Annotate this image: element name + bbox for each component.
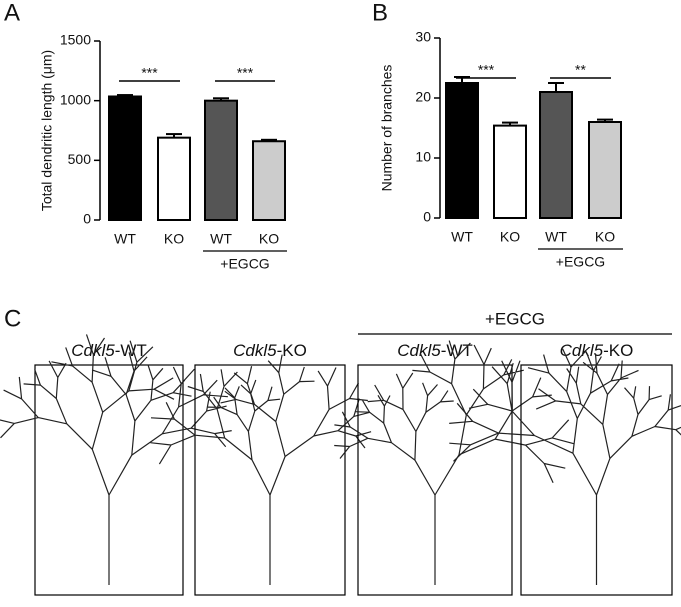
panel-letter: B — [372, 0, 388, 26]
gene-name: Cdkl5 — [397, 341, 441, 360]
group-label: +EGCG — [556, 254, 605, 270]
x-tick-label: WT — [545, 229, 567, 245]
x-tick-label: KO — [595, 229, 615, 245]
gene-name: Cdkl5 — [71, 341, 115, 360]
neuron-frame — [34, 364, 184, 596]
x-tick-label: KO — [164, 231, 184, 247]
bar — [588, 121, 622, 219]
bar — [493, 124, 527, 219]
x-tick-label: WT — [451, 229, 473, 245]
genotype: -WT — [441, 341, 473, 360]
neuron-tracing — [449, 348, 681, 585]
neuron-label: Cdkl5-KO — [560, 341, 634, 360]
y-tick-label: 20 — [415, 89, 431, 105]
neuron-label: Cdkl5-WT — [397, 341, 473, 360]
x-tick-label: KO — [500, 229, 520, 245]
neuron-label: Cdkl5-WT — [71, 341, 147, 360]
neuron-frame — [357, 364, 513, 596]
bar — [539, 91, 573, 219]
neuron-tracing — [334, 340, 575, 585]
gene-name: Cdkl5 — [560, 341, 604, 360]
group-label: +EGCG — [220, 256, 269, 272]
bar — [157, 136, 191, 221]
bar — [252, 140, 286, 222]
y-tick-label: 10 — [415, 149, 431, 165]
bar — [204, 99, 238, 221]
neuron-frame — [194, 364, 346, 596]
y-tick-label: 1000 — [60, 91, 91, 107]
y-tick-label: 1500 — [60, 32, 91, 48]
significance-label: ** — [575, 62, 586, 78]
gene-name: Cdkl5 — [233, 341, 277, 360]
significance-label: *** — [478, 62, 495, 78]
genotype: -KO — [277, 341, 307, 360]
significance-label: *** — [237, 65, 254, 81]
y-tick-label: 0 — [83, 211, 91, 227]
panel-letter: C — [4, 305, 21, 332]
bar — [108, 95, 142, 221]
neuron-label: Cdkl5-KO — [233, 341, 307, 360]
x-tick-label: WT — [114, 231, 136, 247]
neuron-panels: Cdkl5-WT Cdkl5-KO Cdkl5-WT Cdkl5-KO — [0, 334, 681, 596]
y-axis-label: Total dendritic length (μm) — [39, 50, 55, 211]
y-tick-label: 0 — [423, 209, 431, 225]
genotype: -KO — [603, 341, 633, 360]
y-tick-label: 500 — [68, 151, 92, 167]
x-tick-label: KO — [259, 231, 279, 247]
genotype: -WT — [115, 341, 147, 360]
group-label: +EGCG — [485, 309, 545, 328]
x-tick-label: WT — [210, 231, 232, 247]
neuron-tracing — [150, 354, 372, 585]
y-axis-label: Number of branches — [379, 65, 395, 192]
bar — [445, 82, 479, 219]
panel-letter: A — [4, 0, 20, 26]
neuron-tracing — [0, 334, 232, 585]
significance-label: *** — [141, 65, 158, 81]
y-tick-label: 30 — [415, 29, 431, 45]
